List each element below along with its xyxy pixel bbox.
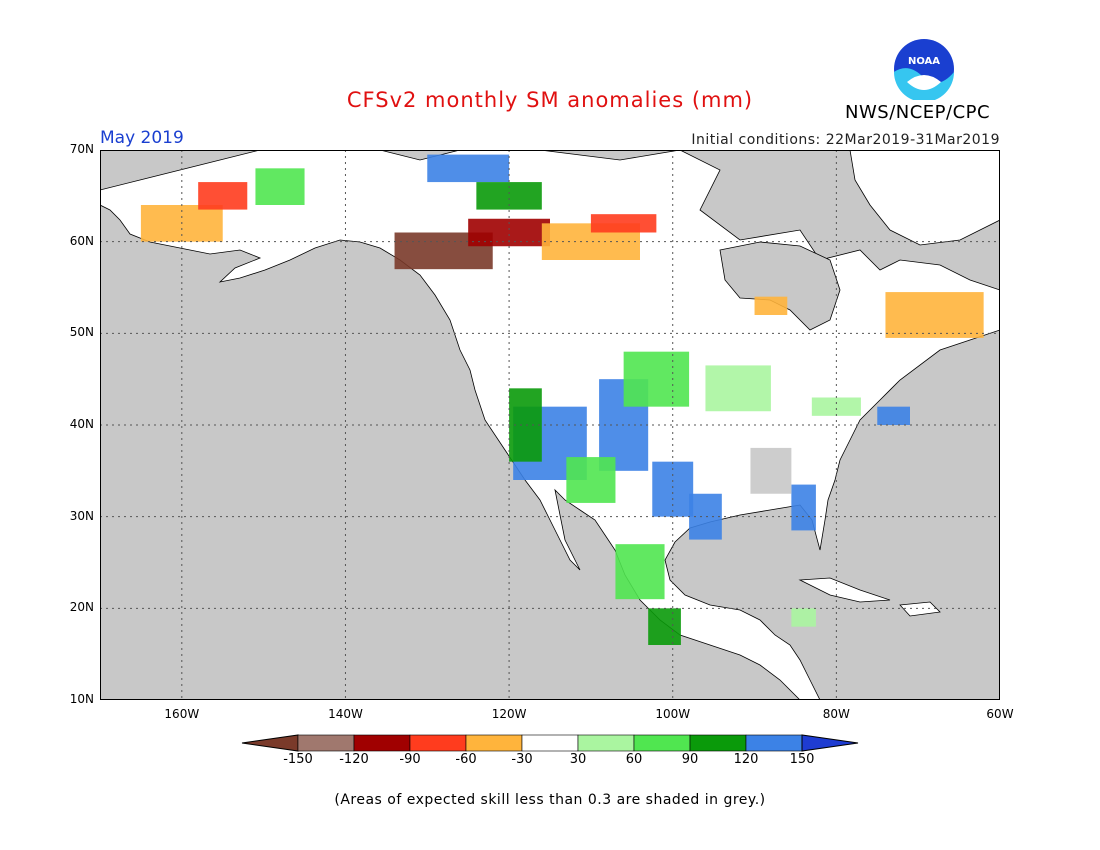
- anomaly-patch: [566, 457, 616, 503]
- lat-tick-label: 60N: [69, 233, 94, 248]
- lat-tick-label: 10N: [69, 692, 94, 706]
- colorbar-tick-label: 30: [569, 752, 587, 767]
- greenland: [849, 150, 1000, 246]
- anomaly-patch: [791, 484, 816, 531]
- colorbar-cell: [297, 734, 355, 752]
- colorbar: [241, 734, 859, 752]
- hispaniola: [899, 601, 941, 617]
- colorbar-tick-label: 60: [625, 752, 643, 767]
- anomaly-patch: [652, 461, 694, 517]
- hudson-bay: [719, 241, 841, 331]
- colorbar-tick-label: -60: [455, 752, 477, 767]
- colorbar-arrow-low: [241, 734, 299, 752]
- anomaly-patch: [811, 397, 861, 416]
- initial-conditions: Initial conditions: 22Mar2019-31Mar2019: [691, 132, 1000, 148]
- colorbar-cell: [633, 734, 691, 752]
- noaa-logo: NOAA: [894, 39, 954, 100]
- colorbar-tick-label: -30: [511, 752, 533, 767]
- anomaly-patch: [877, 406, 910, 425]
- anomaly-patch: [427, 154, 510, 183]
- colorbar-tick-label: 90: [681, 752, 699, 767]
- forecast-period: May 2019: [100, 128, 184, 148]
- anomaly-patch: [590, 214, 657, 233]
- colorbar-tick-label: -150: [283, 752, 313, 767]
- lat-tick-label: 40N: [69, 417, 94, 431]
- lat-tick-label: 30N: [69, 508, 94, 523]
- colorbar-cell: [521, 734, 579, 752]
- noaa-logo-text: NOAA: [908, 56, 940, 67]
- anomaly-patch: [648, 608, 681, 645]
- colorbar-tick-label: 120: [733, 752, 759, 767]
- lat-tick-label: 50N: [69, 325, 94, 340]
- agency-label: NWS/NCEP/CPC: [845, 102, 991, 123]
- anomaly-patch: [791, 608, 816, 627]
- anomaly-patch: [705, 365, 771, 412]
- lat-tick-label: 20N: [69, 600, 94, 615]
- colorbar-cell: [745, 734, 803, 752]
- lon-tick-label: 60W: [986, 707, 1014, 721]
- anomaly-patch: [615, 544, 665, 600]
- lat-tick-label: 70N: [69, 142, 94, 156]
- anomaly-patch: [623, 351, 690, 407]
- colorbar-tick-label: 150: [789, 752, 815, 767]
- anomaly-patch: [750, 447, 792, 494]
- skill-footnote: (Areas of expected skill less than 0.3 a…: [334, 792, 766, 808]
- lon-tick-label: 100W: [655, 707, 691, 721]
- anomaly-patch: [198, 182, 248, 210]
- lon-tick-label: 160W: [164, 707, 200, 721]
- anomaly-patch: [754, 296, 788, 315]
- colorbar-cell: [353, 734, 411, 752]
- colorbar-cell: [465, 734, 523, 752]
- lon-tick-label: 120W: [491, 707, 527, 721]
- cuba: [798, 577, 891, 603]
- map-panel: [100, 150, 1000, 700]
- lon-tick-label: 80W: [822, 707, 850, 721]
- chart-title: CFSv2 monthly SM anomalies (mm): [346, 88, 754, 112]
- colorbar-tick-label: -120: [339, 752, 369, 767]
- lon-tick-label: 140W: [328, 707, 363, 721]
- colorbar-cell: [689, 734, 747, 752]
- anomaly-patch: [885, 292, 984, 338]
- grid-layer: [100, 150, 1000, 700]
- colorbar-arrow-high: [801, 734, 859, 752]
- colorbar-cell: [577, 734, 635, 752]
- colorbar-tick-label: -90: [399, 752, 421, 767]
- colorbar-cell: [409, 734, 467, 752]
- anomaly-patch: [255, 168, 305, 205]
